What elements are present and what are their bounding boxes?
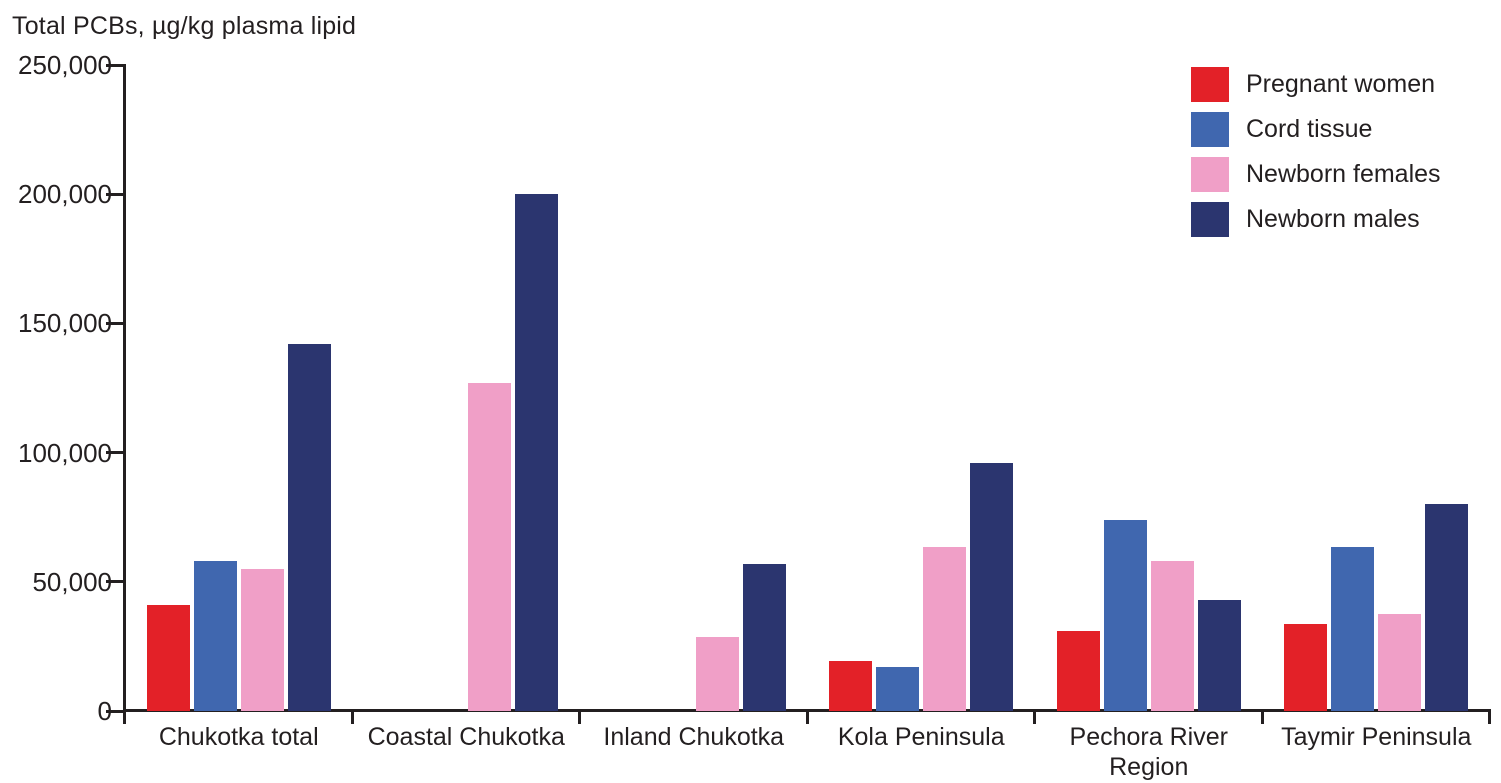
y-tick-mark-200000 xyxy=(106,192,124,196)
legend-row-pregnant-women: Pregnant women xyxy=(1191,67,1435,102)
bar-newborn-females-coastal-chukotka xyxy=(468,382,512,711)
x-cat-label-text: Inland Chukotka xyxy=(603,723,785,751)
legend-row-cord-tissue: Cord tissue xyxy=(1191,112,1372,147)
legend-swatch-navy xyxy=(1191,202,1229,237)
bar-newborn-males-kola-peninsula xyxy=(970,462,1014,711)
x-cat-label-text: Taymir Peninsula xyxy=(1281,723,1472,751)
bar-group-chukotka-total xyxy=(125,65,353,711)
x-tick-mark xyxy=(578,712,581,724)
bar-newborn-males-inland-chukotka xyxy=(742,563,786,711)
chart-title: Total PCBs, µg/kg plasma lipid xyxy=(12,12,357,40)
bar-newborn-females-pechora-river-region xyxy=(1150,561,1194,711)
legend-swatch-pink xyxy=(1191,157,1229,192)
y-tick-label: 50,000 xyxy=(32,566,112,597)
bar-cord-tissue-chukotka-total xyxy=(193,561,237,711)
bar-pregnant-women-taymir-peninsula xyxy=(1284,624,1328,711)
bar-newborn-females-inland-chukotka xyxy=(695,637,739,711)
x-cat-label-taymir-peninsula: Taymir Peninsula xyxy=(1263,722,1491,752)
bar-cord-tissue-kola-peninsula xyxy=(876,667,920,711)
bar-newborn-males-coastal-chukotka xyxy=(515,194,559,711)
bar-group-taymir-peninsula xyxy=(1263,65,1491,711)
bar-newborn-males-taymir-peninsula xyxy=(1425,504,1469,711)
bar-pregnant-women-pechora-river-region xyxy=(1056,630,1100,711)
y-tick-mark-50000 xyxy=(106,580,124,584)
bar-newborn-males-chukotka-total xyxy=(287,344,331,711)
bar-group-pechora-river-region xyxy=(1035,65,1263,711)
y-tick-label: 100,000 xyxy=(18,437,112,468)
bar-pregnant-women-chukotka-total xyxy=(146,605,190,711)
x-cat-label-text: Coastal Chukotka xyxy=(367,723,565,751)
y-tick-mark-250000 xyxy=(106,63,124,67)
bar-cord-tissue-taymir-peninsula xyxy=(1331,546,1375,711)
y-tick-label: 250,000 xyxy=(18,50,112,80)
legend-label: Pregnant women xyxy=(1246,70,1436,98)
bar-newborn-females-taymir-peninsula xyxy=(1378,614,1422,711)
x-cat-label-text: Kola Peninsula xyxy=(837,723,1005,751)
bar-group-inland-chukotka xyxy=(580,65,808,711)
bar-newborn-females-kola-peninsula xyxy=(923,546,967,711)
legend-label: Newborn males xyxy=(1246,205,1420,233)
bar-newborn-males-pechora-river-region xyxy=(1197,599,1241,711)
bar-group-kola-peninsula xyxy=(808,65,1036,711)
legend-row-newborn-males: Newborn males xyxy=(1191,202,1420,237)
y-tick-mark-150000 xyxy=(106,321,124,325)
legend-swatch-blue xyxy=(1191,112,1229,147)
bar-group-coastal-chukotka xyxy=(353,65,581,711)
legend-row-newborn-females: Newborn females xyxy=(1191,157,1441,192)
x-cat-label-inland-chukotka: Inland Chukotka xyxy=(580,722,808,752)
y-tick-mark-100000 xyxy=(106,451,124,455)
y-tick-label: 200,000 xyxy=(18,179,112,210)
x-tick-mark xyxy=(1488,712,1491,724)
x-cat-label-coastal-chukotka: Coastal Chukotka xyxy=(353,722,581,752)
plot-area xyxy=(125,65,1490,711)
y-tick-mark-0 xyxy=(106,709,124,713)
y-tick-label: 150,000 xyxy=(18,308,112,339)
legend-swatch-red xyxy=(1191,67,1229,102)
x-tick-mark xyxy=(350,712,354,724)
x-axis-line xyxy=(123,709,1491,712)
legend-label: Cord tissue xyxy=(1246,115,1373,143)
x-cat-label-pechora-river-region: Pechora River Region xyxy=(1035,722,1263,782)
bar-cord-tissue-pechora-river-region xyxy=(1103,519,1147,711)
y-axis-line xyxy=(123,64,126,724)
legend-label: Newborn females xyxy=(1246,160,1441,188)
bar-newborn-females-chukotka-total xyxy=(240,568,284,711)
y-tick-label: 0 xyxy=(97,696,112,726)
x-tick-mark xyxy=(1260,712,1264,724)
x-cat-label-kola-peninsula: Kola Peninsula xyxy=(808,722,1036,752)
x-tick-mark xyxy=(805,712,809,724)
x-cat-label-chukotka-total: Chukotka total xyxy=(125,722,353,752)
x-cat-label-text: Chukotka total xyxy=(158,723,319,751)
x-cat-label-text: Pechora River Region xyxy=(1069,723,1228,781)
x-tick-mark xyxy=(1033,712,1036,724)
bar-pregnant-women-kola-peninsula xyxy=(829,660,873,711)
